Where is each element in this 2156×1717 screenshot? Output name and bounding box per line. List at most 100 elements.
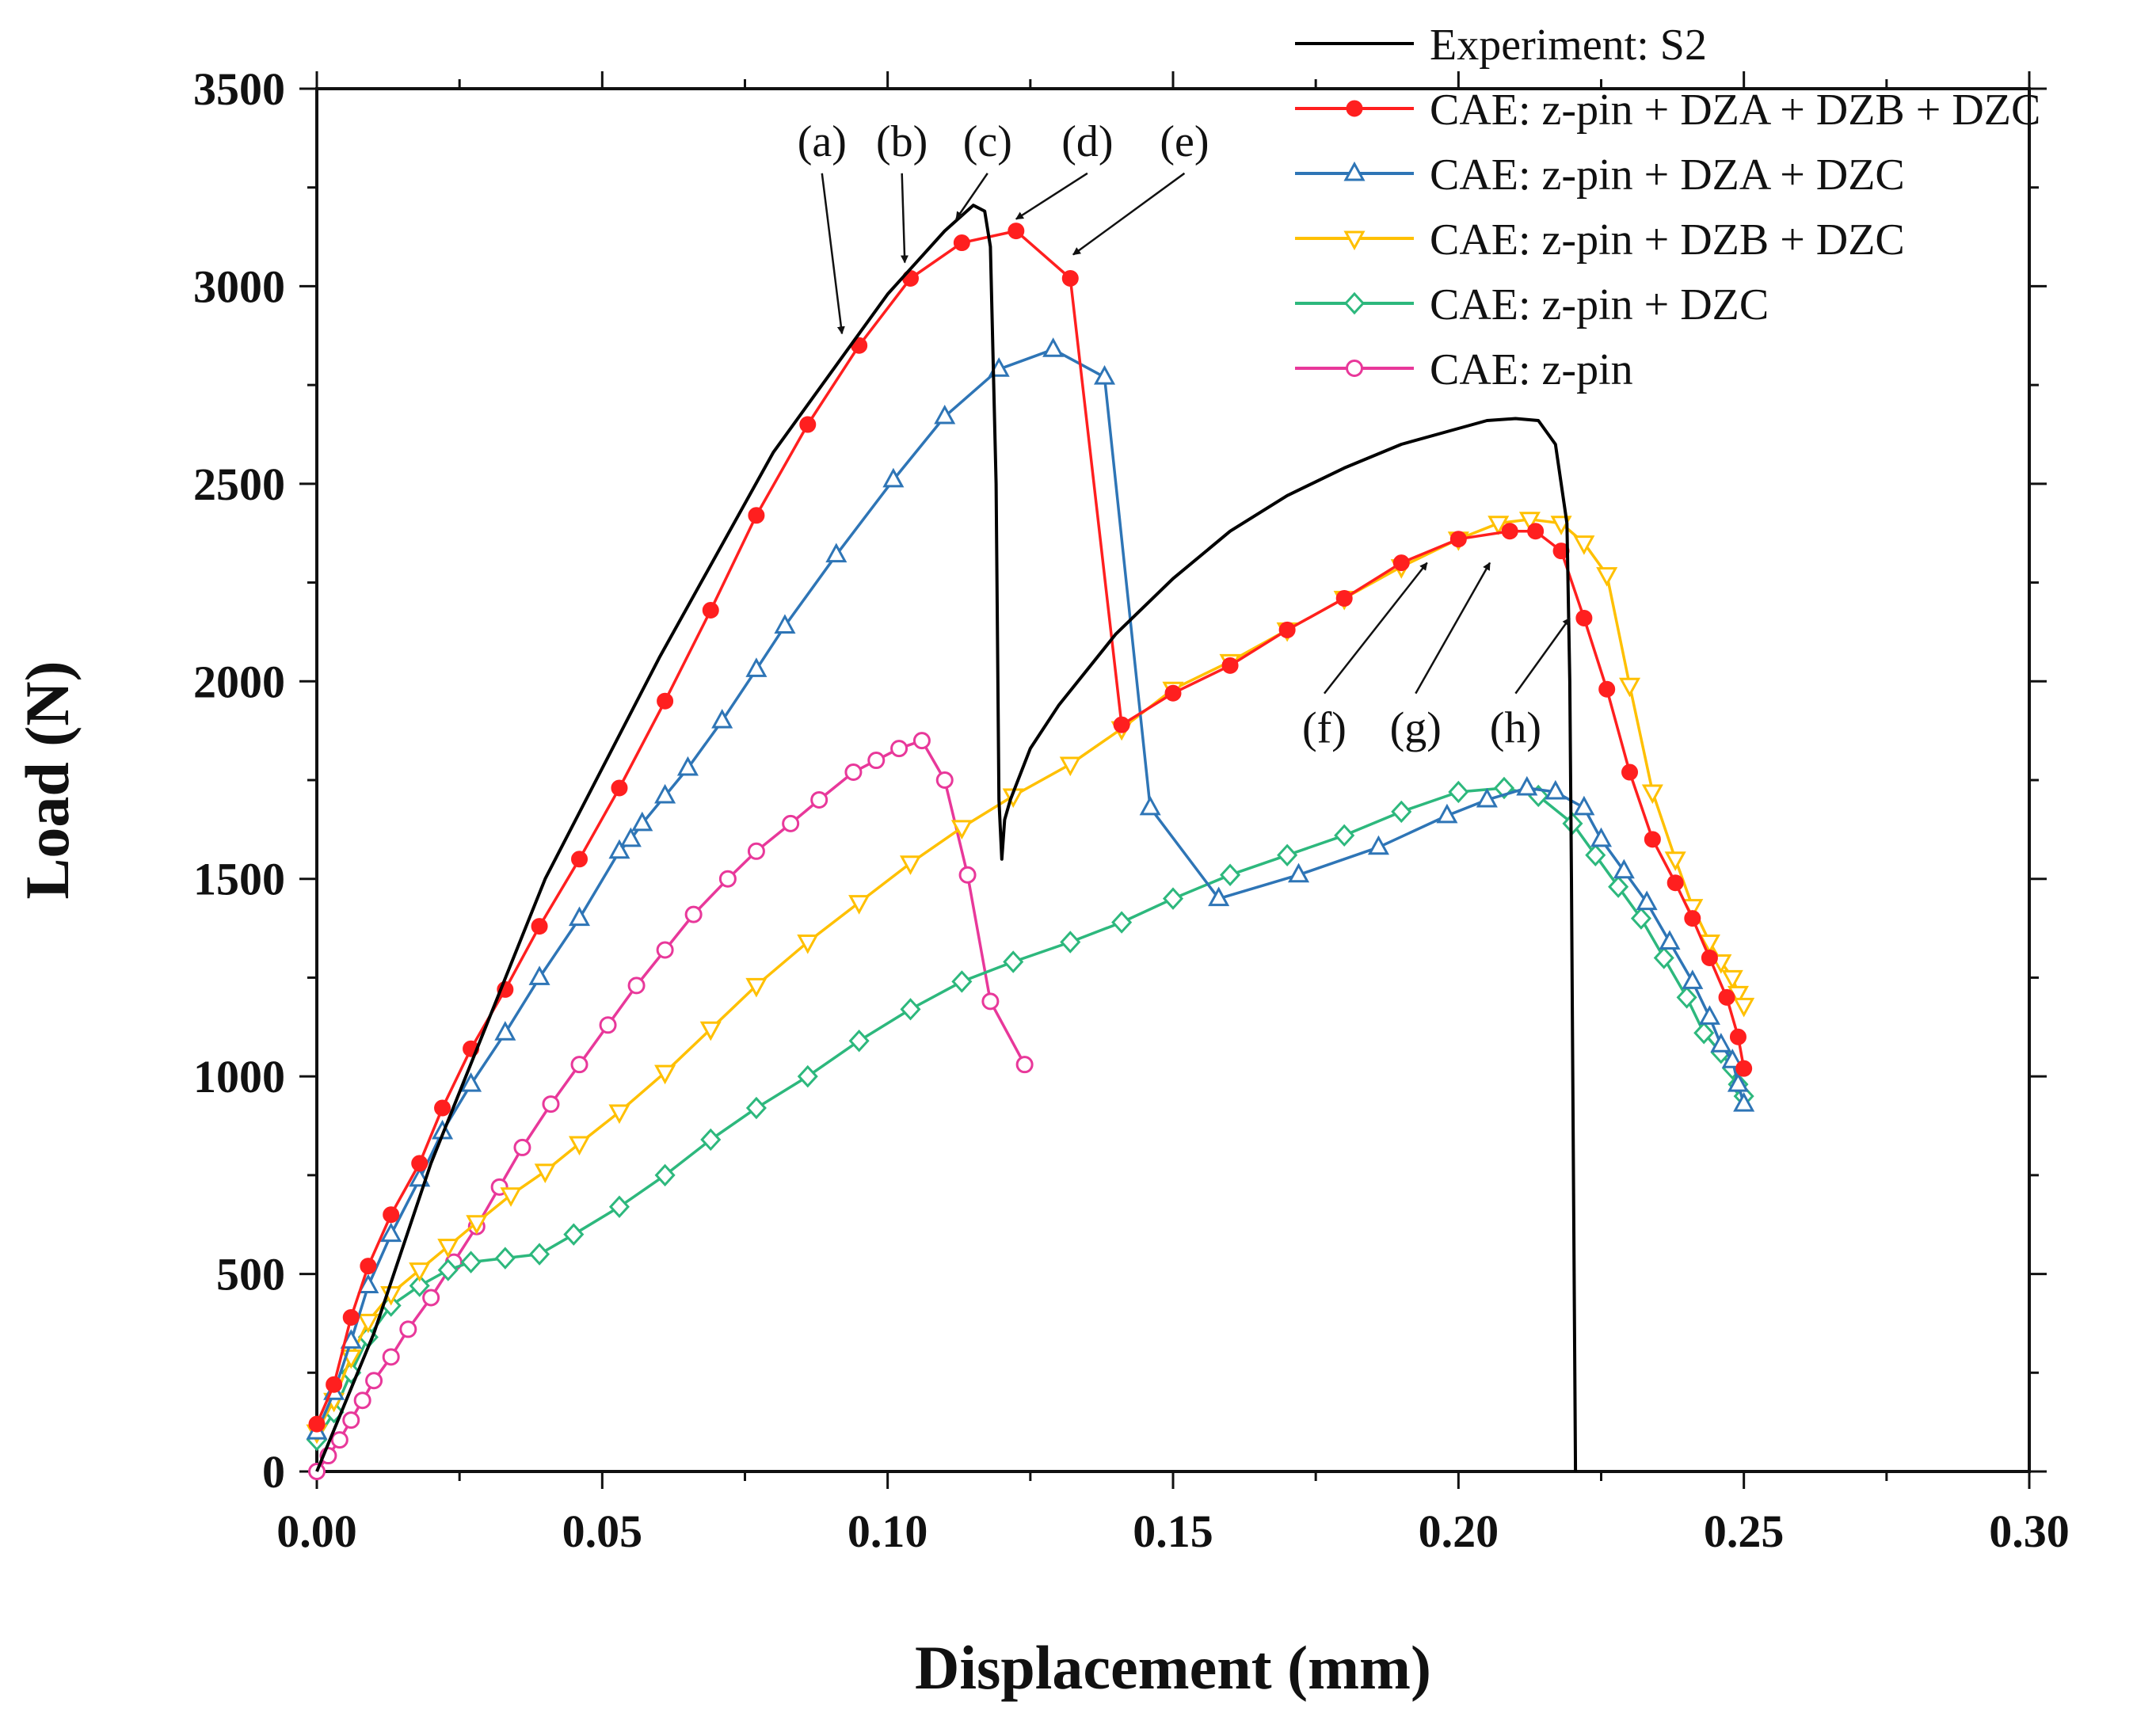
y-tick-label: 1000 — [193, 1051, 285, 1102]
data-point — [357, 1313, 379, 1334]
data-point — [745, 1096, 767, 1120]
y-tick-label: 2000 — [193, 656, 285, 707]
legend-item: CAE: z-pin + DZA + DZB + DZC — [1295, 86, 2040, 135]
data-point — [848, 895, 870, 915]
annotation-label: (c) — [963, 117, 1012, 166]
data-point — [1733, 997, 1755, 1018]
data-point — [1590, 827, 1613, 847]
legend-label: Experiment: S2 — [1430, 21, 1707, 70]
data-point — [935, 771, 954, 789]
data-point — [844, 763, 863, 782]
data-point — [1682, 969, 1704, 989]
data-point — [1721, 969, 1743, 990]
data-point — [1718, 988, 1735, 1006]
data-point — [308, 1415, 326, 1433]
legend-label: CAE: z-pin + DZC — [1430, 280, 1769, 329]
legend-label: CAE: z-pin — [1430, 345, 1633, 394]
data-point — [466, 1215, 488, 1235]
data-point — [542, 1095, 560, 1114]
x-tick-label: 0.05 — [562, 1506, 643, 1557]
annotation-label: (a) — [798, 117, 847, 166]
data-point — [1735, 1060, 1753, 1077]
data-point — [1208, 886, 1230, 907]
data-point — [950, 820, 973, 839]
data-point — [513, 1138, 531, 1156]
data-point — [1727, 1072, 1749, 1092]
data-point — [1139, 795, 1161, 816]
legend-swatch-marker — [1343, 230, 1366, 251]
legend-item: CAE: z-pin + DZA + DZC — [1295, 150, 1905, 200]
data-point — [1721, 1049, 1743, 1068]
data-point — [1596, 567, 1618, 587]
legend-swatch-marker — [1346, 360, 1363, 377]
series-4 — [306, 776, 1754, 1452]
data-point — [1518, 512, 1541, 531]
data-point — [1003, 950, 1024, 973]
data-point — [611, 779, 628, 797]
data-point — [1391, 800, 1412, 824]
annotation-arrow — [901, 173, 908, 264]
data-point — [631, 811, 653, 832]
data-point — [360, 1258, 377, 1275]
data-point — [1060, 931, 1081, 954]
x-tick-label: 0.15 — [1133, 1506, 1213, 1557]
data-point — [1449, 531, 1467, 548]
y-tick-label: 2500 — [193, 459, 285, 510]
data-point — [1113, 716, 1130, 733]
data-point — [1641, 784, 1663, 805]
data-point — [745, 657, 768, 677]
annotation-arrow — [1415, 562, 1491, 695]
data-point — [563, 1223, 585, 1246]
data-point — [774, 614, 796, 634]
annotation-label: (f) — [1302, 704, 1347, 753]
data-point — [890, 740, 908, 758]
data-point — [825, 543, 848, 563]
data-point — [1698, 935, 1720, 954]
data-point — [1334, 824, 1355, 847]
data-point — [365, 1372, 383, 1390]
data-point — [1653, 946, 1674, 969]
data-point — [1659, 930, 1681, 950]
data-point — [782, 814, 800, 832]
data-point — [531, 918, 548, 935]
x-tick-label: 0.10 — [848, 1506, 928, 1557]
data-point — [810, 790, 828, 809]
data-point — [409, 1274, 430, 1297]
data-point — [1575, 609, 1593, 626]
data-point — [494, 1021, 516, 1041]
data-point — [330, 1431, 349, 1449]
x-tick-label: 0.00 — [276, 1506, 357, 1557]
series-line — [315, 739, 1027, 1473]
annotation-arrow — [821, 173, 845, 335]
data-point — [1664, 851, 1686, 871]
annotation-label: (e) — [1160, 117, 1209, 166]
annotation-label: (g) — [1390, 704, 1442, 753]
data-point — [900, 998, 921, 1021]
series-1 — [308, 223, 1753, 1433]
series-3 — [306, 512, 1755, 1445]
data-point — [383, 1206, 400, 1224]
axes: 0.00 0.05 0.10 0.15 0.20 0.25 0.30 0 500 1000 1500… — [193, 63, 2070, 1557]
data-point — [570, 1056, 589, 1074]
data-point — [1288, 862, 1310, 883]
data-point — [599, 1016, 617, 1034]
data-point — [500, 1187, 522, 1207]
data-point — [460, 1251, 482, 1273]
x-tick-label: 0.25 — [1704, 1506, 1785, 1557]
data-point — [619, 827, 642, 847]
y-tick-label: 3000 — [193, 261, 285, 312]
data-point — [1618, 677, 1641, 698]
data-point — [1684, 910, 1701, 927]
annotation-arrow — [1015, 172, 1088, 220]
data-point — [1278, 621, 1296, 638]
data-point — [409, 1262, 431, 1282]
data-point — [951, 970, 973, 993]
series-5 — [308, 732, 1034, 1480]
data-point — [1573, 535, 1595, 555]
data-point — [657, 692, 674, 710]
y-tick-label: 500 — [216, 1249, 285, 1300]
data-point — [1598, 680, 1616, 698]
legend-label: CAE: z-pin + DZA + DZC — [1430, 150, 1905, 200]
data-point — [747, 842, 765, 860]
data-point — [1501, 523, 1518, 540]
